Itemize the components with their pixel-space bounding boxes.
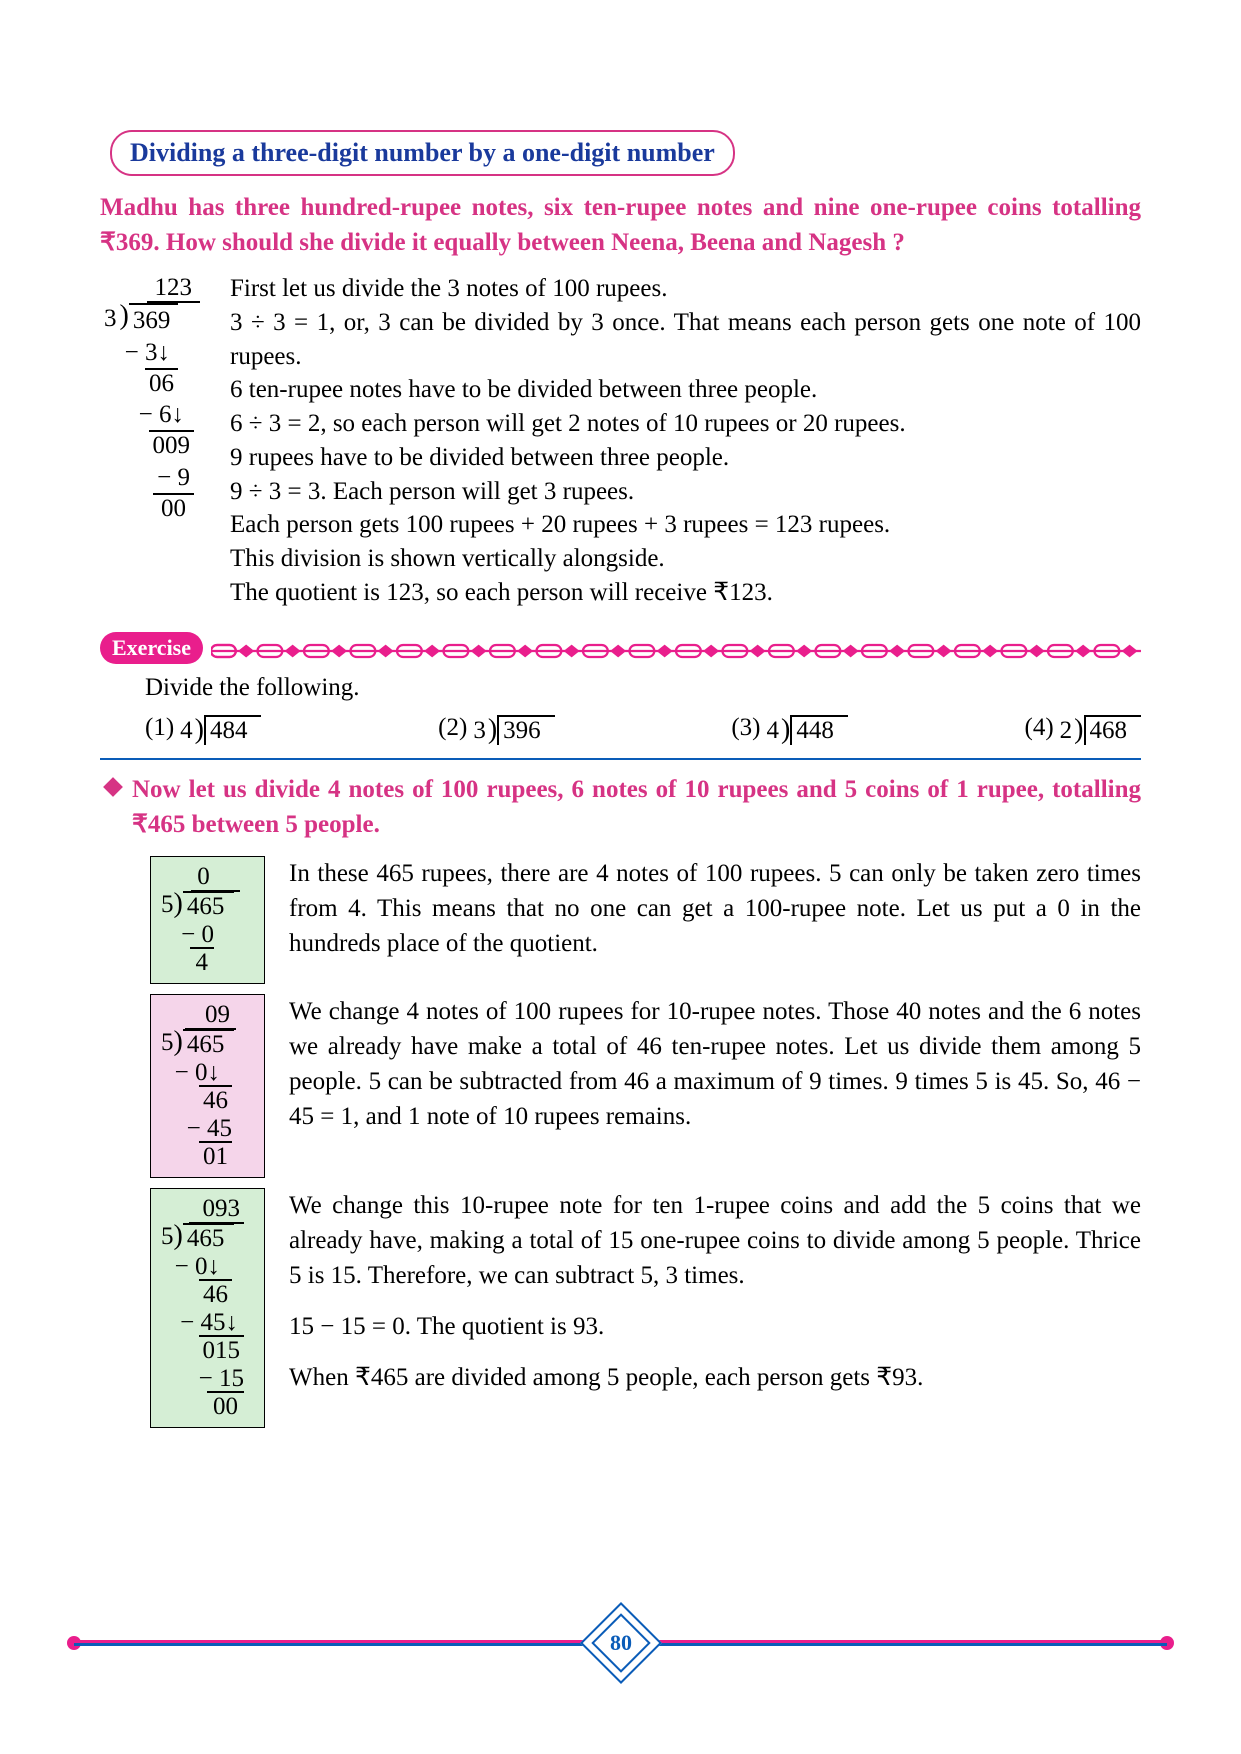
divisor: 2 <box>1060 717 1075 745</box>
num: (4) <box>1025 714 1054 742</box>
para: We change this 10-rupee note for ten 1-r… <box>289 1188 1141 1293</box>
dividend: 448 <box>790 715 848 745</box>
row: − 0 <box>175 1059 208 1086</box>
step-2-text: We change 4 notes of 100 rupees for 10-r… <box>289 994 1141 1134</box>
quotient: 09 <box>185 1001 236 1030</box>
step-1: 0 5)465 − 0 4 In these 465 rupees, there… <box>150 856 1141 984</box>
step-2: 09 5)465 − 0↓ 46 − 45 01 We change 4 not… <box>150 994 1141 1178</box>
exercise-label: Exercise <box>100 632 203 664</box>
line: Each person gets 100 rupees + 20 rupees … <box>230 508 1141 542</box>
bullet-diamond-icon <box>103 777 123 797</box>
divisor: 3 <box>473 717 488 745</box>
step-1-text: In these 465 rupees, there are 4 notes o… <box>289 856 1141 961</box>
step-3: 093 5)465 − 0↓ 46 − 45↓ 015 − 15 00 We c… <box>150 1188 1141 1428</box>
division-box-3: 093 5)465 − 0↓ 46 − 45↓ 015 − 15 00 <box>150 1188 265 1428</box>
page-footer: 80 <box>0 1614 1241 1672</box>
problem-2: (2) 3)396 <box>438 714 554 746</box>
chain-decoration <box>211 639 1141 657</box>
dividend: 484 <box>204 715 262 745</box>
quotient: 0 <box>191 863 240 892</box>
divisor: 3 <box>104 303 120 336</box>
dividend: 465 <box>183 1029 235 1059</box>
line: 9 rupees have to be divided between thre… <box>230 441 1141 475</box>
num: (2) <box>438 714 467 742</box>
section2-text: Now let us divide 4 notes of 100 rupees,… <box>132 772 1141 842</box>
division-box-2: 09 5)465 − 0↓ 46 − 45 01 <box>150 994 265 1178</box>
step: − 3 <box>125 339 158 366</box>
step: − 6 <box>139 401 172 428</box>
row: − 45 <box>187 1115 232 1142</box>
num: (3) <box>731 714 760 742</box>
step-3-text: We change this 10-rupee note for ten 1-r… <box>289 1188 1141 1395</box>
section-title-box: Dividing a three-digit number by a one-d… <box>110 130 735 176</box>
row: − 0 <box>175 1253 208 1280</box>
dividend: 468 <box>1084 715 1142 745</box>
divider <box>100 758 1141 760</box>
step: 009 <box>149 430 195 459</box>
row: − 45 <box>180 1309 225 1336</box>
quotient: 093 <box>189 1195 245 1224</box>
page-number: 80 <box>610 1630 632 1656</box>
dividend: 396 <box>497 715 555 745</box>
divisor: 5 <box>161 891 174 921</box>
row: 01 <box>199 1141 232 1170</box>
row: − 15 <box>199 1365 244 1392</box>
row: 46 <box>199 1085 232 1114</box>
row: 4 <box>190 947 215 976</box>
quotient: 123 <box>147 274 201 303</box>
line: The quotient is 123, so each person will… <box>230 576 1141 610</box>
section2-intro: Now let us divide 4 notes of 100 rupees,… <box>100 772 1141 842</box>
line: 9 ÷ 3 = 3. Each person will get 3 rupees… <box>230 475 1141 509</box>
page-number-diamond: 80 <box>579 1602 661 1684</box>
step: 06 <box>145 368 178 397</box>
row: 46 <box>199 1279 232 1308</box>
para: 15 − 15 = 0. The quotient is 93. <box>289 1309 1141 1344</box>
step: 00 <box>153 493 194 522</box>
line: 6 ÷ 3 = 2, so each person will get 2 not… <box>230 407 1141 441</box>
explanation-text: First let us divide the 3 notes of 100 r… <box>230 272 1141 610</box>
problem-1: (1) 4)484 <box>145 714 261 746</box>
footer-dot-icon <box>1160 1636 1174 1650</box>
problem-statement: Madhu has three hundred-rupee notes, six… <box>100 190 1141 260</box>
section-title: Dividing a three-digit number by a one-d… <box>130 138 715 167</box>
divisor: 5 <box>161 1029 174 1059</box>
dividend: 369 <box>129 303 179 336</box>
line: First let us divide the 3 notes of 100 r… <box>230 272 1141 306</box>
divisor: 4 <box>767 717 782 745</box>
worked-example-1: 123 3 ) 369 − 3↓ 06 − 6↓ 009 − 9 00 Firs… <box>100 272 1141 610</box>
line: This division is shown vertically alongs… <box>230 542 1141 576</box>
long-division-1: 123 3 ) 369 − 3↓ 06 − 6↓ 009 − 9 00 <box>100 272 210 610</box>
row: − 0 <box>181 921 214 948</box>
division-box-1: 0 5)465 − 0 4 <box>150 856 265 984</box>
problem-3: (3) 4)448 <box>731 714 847 746</box>
num: (1) <box>145 714 174 742</box>
row: 00 <box>207 1391 244 1420</box>
line: 6 ten-rupee notes have to be divided bet… <box>230 373 1141 407</box>
exercise-header: Exercise <box>100 632 1141 664</box>
problem-4: (4) 2)468 <box>1025 714 1141 746</box>
footer-dot-icon <box>67 1636 81 1650</box>
page-content: Dividing a three-digit number by a one-d… <box>0 0 1241 1428</box>
line: 3 ÷ 3 = 1, or, 3 can be divided by 3 onc… <box>230 306 1141 374</box>
exercise-problems: (1) 4)484 (2) 3)396 (3) 4)448 (4) 2)468 <box>145 714 1141 746</box>
instruction: Divide the following. <box>145 674 1141 702</box>
divisor: 5 <box>161 1223 174 1253</box>
para: When ₹465 are divided among 5 people, ea… <box>289 1360 1141 1395</box>
divisor: 4 <box>180 717 195 745</box>
section2-body: 0 5)465 − 0 4 In these 465 rupees, there… <box>150 856 1141 1428</box>
row: 015 <box>199 1335 245 1364</box>
step: − 9 <box>157 464 190 491</box>
dividend: 465 <box>183 1223 235 1253</box>
dividend: 465 <box>183 891 235 921</box>
